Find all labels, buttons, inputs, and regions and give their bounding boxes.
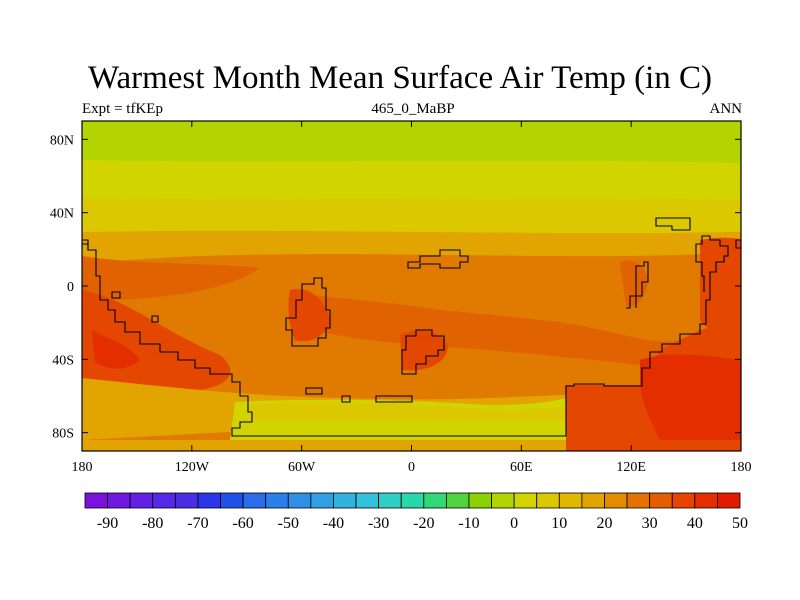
colorbar-swatch	[581, 492, 605, 509]
colorbar-label: 50	[732, 515, 748, 532]
season-label: ANN	[709, 101, 743, 117]
coastline-island-east	[626, 261, 649, 309]
region-south-pacific	[82, 290, 231, 402]
region-south-tropics	[290, 290, 680, 370]
colorbar-swatch	[468, 492, 492, 509]
region-east-landmass	[700, 237, 741, 332]
region-south-pacific-hot	[92, 330, 140, 369]
region-island-east	[620, 260, 648, 307]
colorbar-swatch	[671, 492, 696, 509]
colorbar-swatch	[265, 492, 289, 509]
colorbar-swatch	[152, 492, 176, 509]
experiment-label: Expt = tfKEp	[82, 101, 163, 117]
colorbar-swatch	[445, 492, 470, 509]
region-southeast-hot	[640, 354, 741, 440]
colorbar-swatch	[220, 492, 244, 509]
coastline-islet-south-west	[305, 387, 323, 395]
colorbar-swatch	[84, 492, 108, 509]
coastline-island-central	[401, 329, 445, 375]
colorbar-label: -50	[278, 515, 299, 532]
coastlines	[82, 217, 741, 437]
y-tick-label: 40S	[52, 353, 74, 368]
x-tick-label: 60E	[510, 460, 533, 475]
colorbar-swatch	[400, 492, 425, 509]
colorbar-label: -30	[368, 515, 389, 532]
band-arctic	[82, 121, 741, 167]
colorbar-swatch	[694, 492, 718, 509]
band-mid-north	[82, 198, 741, 236]
colorbar-label: -80	[142, 515, 163, 532]
y-tick-label: 0	[67, 280, 74, 295]
colorbar-swatch	[197, 492, 221, 509]
colorbar-swatch	[604, 492, 628, 509]
region-south-landmass-inner	[250, 402, 566, 420]
colorbar-label: 20	[596, 515, 612, 532]
colorbar-swatch	[626, 492, 651, 509]
map-axis-ticks: 180 120W 60W 0 60E 120E 180 80N 40N 0 40S 80S	[50, 121, 752, 475]
colorbar-label: -20	[413, 515, 434, 532]
x-tick-label: 0	[408, 460, 415, 475]
colorbar-swatch	[423, 492, 447, 509]
region-island-west	[288, 289, 330, 342]
colorbar-label: 0	[510, 515, 518, 532]
coastline-island-west	[285, 277, 331, 347]
colorbar-label: -60	[232, 515, 253, 532]
colorbar-swatch	[107, 492, 131, 509]
coastline-east-edge	[735, 239, 741, 249]
colorbar-swatch	[491, 492, 515, 509]
colorbar-swatch	[378, 492, 402, 509]
colorbar-label: 30	[642, 515, 658, 532]
region-island-central	[400, 330, 448, 371]
y-tick-label: 80N	[50, 133, 74, 148]
coastline-west-edge	[82, 239, 89, 248]
x-tick-label: 60W	[288, 460, 316, 475]
colorbar-label: -90	[97, 515, 118, 532]
colorbar-label: -70	[187, 515, 208, 532]
colorbar-swatch	[129, 492, 154, 509]
colorbar-label: 40	[687, 515, 703, 532]
coastline-main	[82, 235, 729, 437]
x-tick-label: 180	[731, 460, 752, 475]
coastline-islet-pacific	[111, 291, 121, 299]
colorbar-label: 10	[551, 515, 567, 532]
band-subtropic-north	[82, 230, 741, 262]
colorbar-swatch	[174, 492, 199, 509]
x-tick-label: 180	[72, 460, 93, 475]
coastline-islet-pacific-2	[151, 315, 159, 323]
x-tick-label: 120E	[616, 460, 646, 475]
coastline-islet-small	[341, 395, 351, 403]
colorbar-swatch	[558, 492, 583, 509]
coastline-islet-south	[375, 395, 413, 403]
colorbar-swatch	[310, 492, 334, 509]
band-high-north	[82, 160, 741, 204]
colorbar-swatch	[333, 492, 357, 509]
y-tick-label: 80S	[52, 427, 74, 442]
period-label: 465_0_MaBP	[371, 101, 455, 117]
colorbar-label: -40	[323, 515, 344, 532]
colorbar-swatch	[649, 492, 673, 509]
x-tick-label: 120W	[175, 460, 210, 475]
coastline-island-north	[407, 249, 469, 269]
region-east-pacific	[82, 256, 260, 300]
colorbar-swatch	[717, 492, 741, 509]
colorbar-swatch	[536, 492, 560, 509]
coastline-island-northeast	[655, 217, 691, 231]
map-title: Warmest Month Mean Surface Air Temp (in …	[87, 60, 713, 96]
colorbar-swatch	[513, 492, 538, 509]
colorbar-label: -10	[458, 515, 479, 532]
colorbar-swatch	[287, 492, 312, 509]
colorbar-swatch	[355, 492, 380, 509]
colorbar: -90 -80 -70 -60 -50 -40 -30 -20 -10 0 10 20 30 40 50	[84, 492, 748, 532]
y-tick-label: 40N	[50, 207, 74, 222]
colorbar-swatch	[242, 492, 267, 509]
